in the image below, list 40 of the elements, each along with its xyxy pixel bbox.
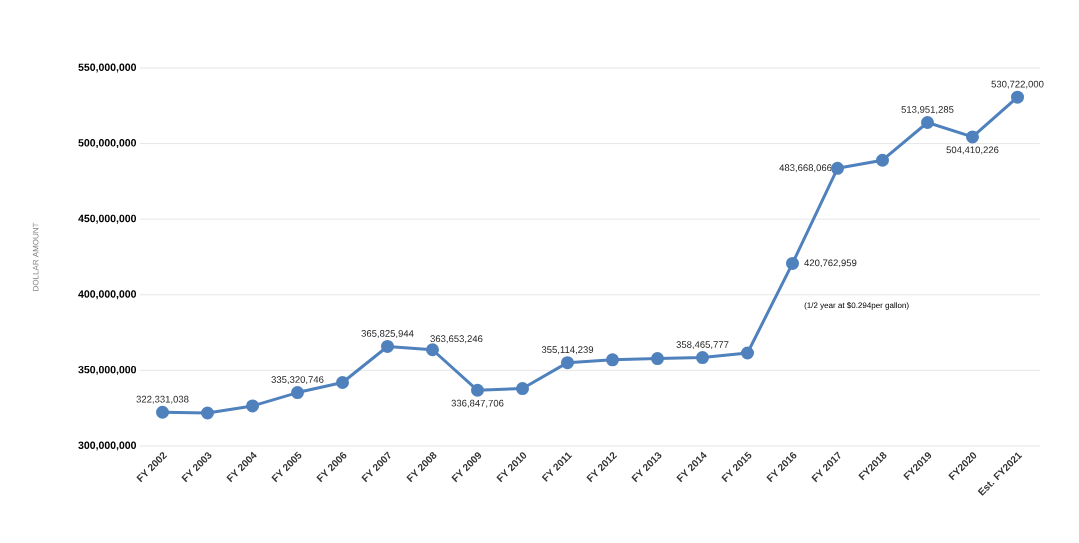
y-tick-label: 350,000,000: [78, 365, 137, 375]
y-axis-title: DOLLAR AMOUNT: [32, 222, 39, 291]
data-label: 420,762,959: [804, 259, 857, 268]
data-label: 358,465,777: [676, 341, 729, 350]
point: [381, 339, 394, 353]
point: [696, 351, 709, 365]
data-label: 322,331,038: [136, 395, 189, 404]
point: [606, 353, 619, 367]
point: [741, 346, 754, 360]
point: [651, 352, 664, 366]
y-tick-label: 550,000,000: [78, 63, 137, 73]
data-label: 335,320,746: [271, 376, 324, 385]
data-label: 363,653,246: [430, 335, 483, 344]
point: [426, 343, 440, 357]
data-label: 336,847,706: [451, 399, 504, 408]
data-label: 365,825,944: [361, 330, 414, 338]
data-label: 355,114,239: [541, 346, 594, 355]
data-label: 504,410,226: [946, 146, 999, 155]
point: [786, 256, 799, 270]
point: [291, 386, 305, 400]
y-tick-label: 450,000,000: [78, 214, 137, 224]
point: [246, 399, 260, 413]
point: [471, 383, 485, 397]
point: [516, 382, 530, 396]
point: [561, 356, 574, 370]
data-label: 483,668,066: [779, 164, 832, 173]
y-tick-label: 300,000,000: [78, 441, 137, 451]
point: [921, 116, 934, 129]
point: [831, 161, 844, 175]
data-label: 513,951,285: [901, 106, 954, 114]
point: [156, 405, 170, 419]
y-tick-label: 400,000,000: [78, 290, 137, 300]
point: [1011, 90, 1024, 104]
y-tick-label: 500,000,000: [78, 139, 137, 149]
data-label: 530,722,000: [991, 80, 1044, 89]
annotation: (1/2 year at $0.294per gallon): [804, 302, 909, 310]
point: [336, 375, 350, 389]
point: [966, 130, 979, 144]
point: [201, 406, 215, 420]
point: [876, 153, 889, 167]
